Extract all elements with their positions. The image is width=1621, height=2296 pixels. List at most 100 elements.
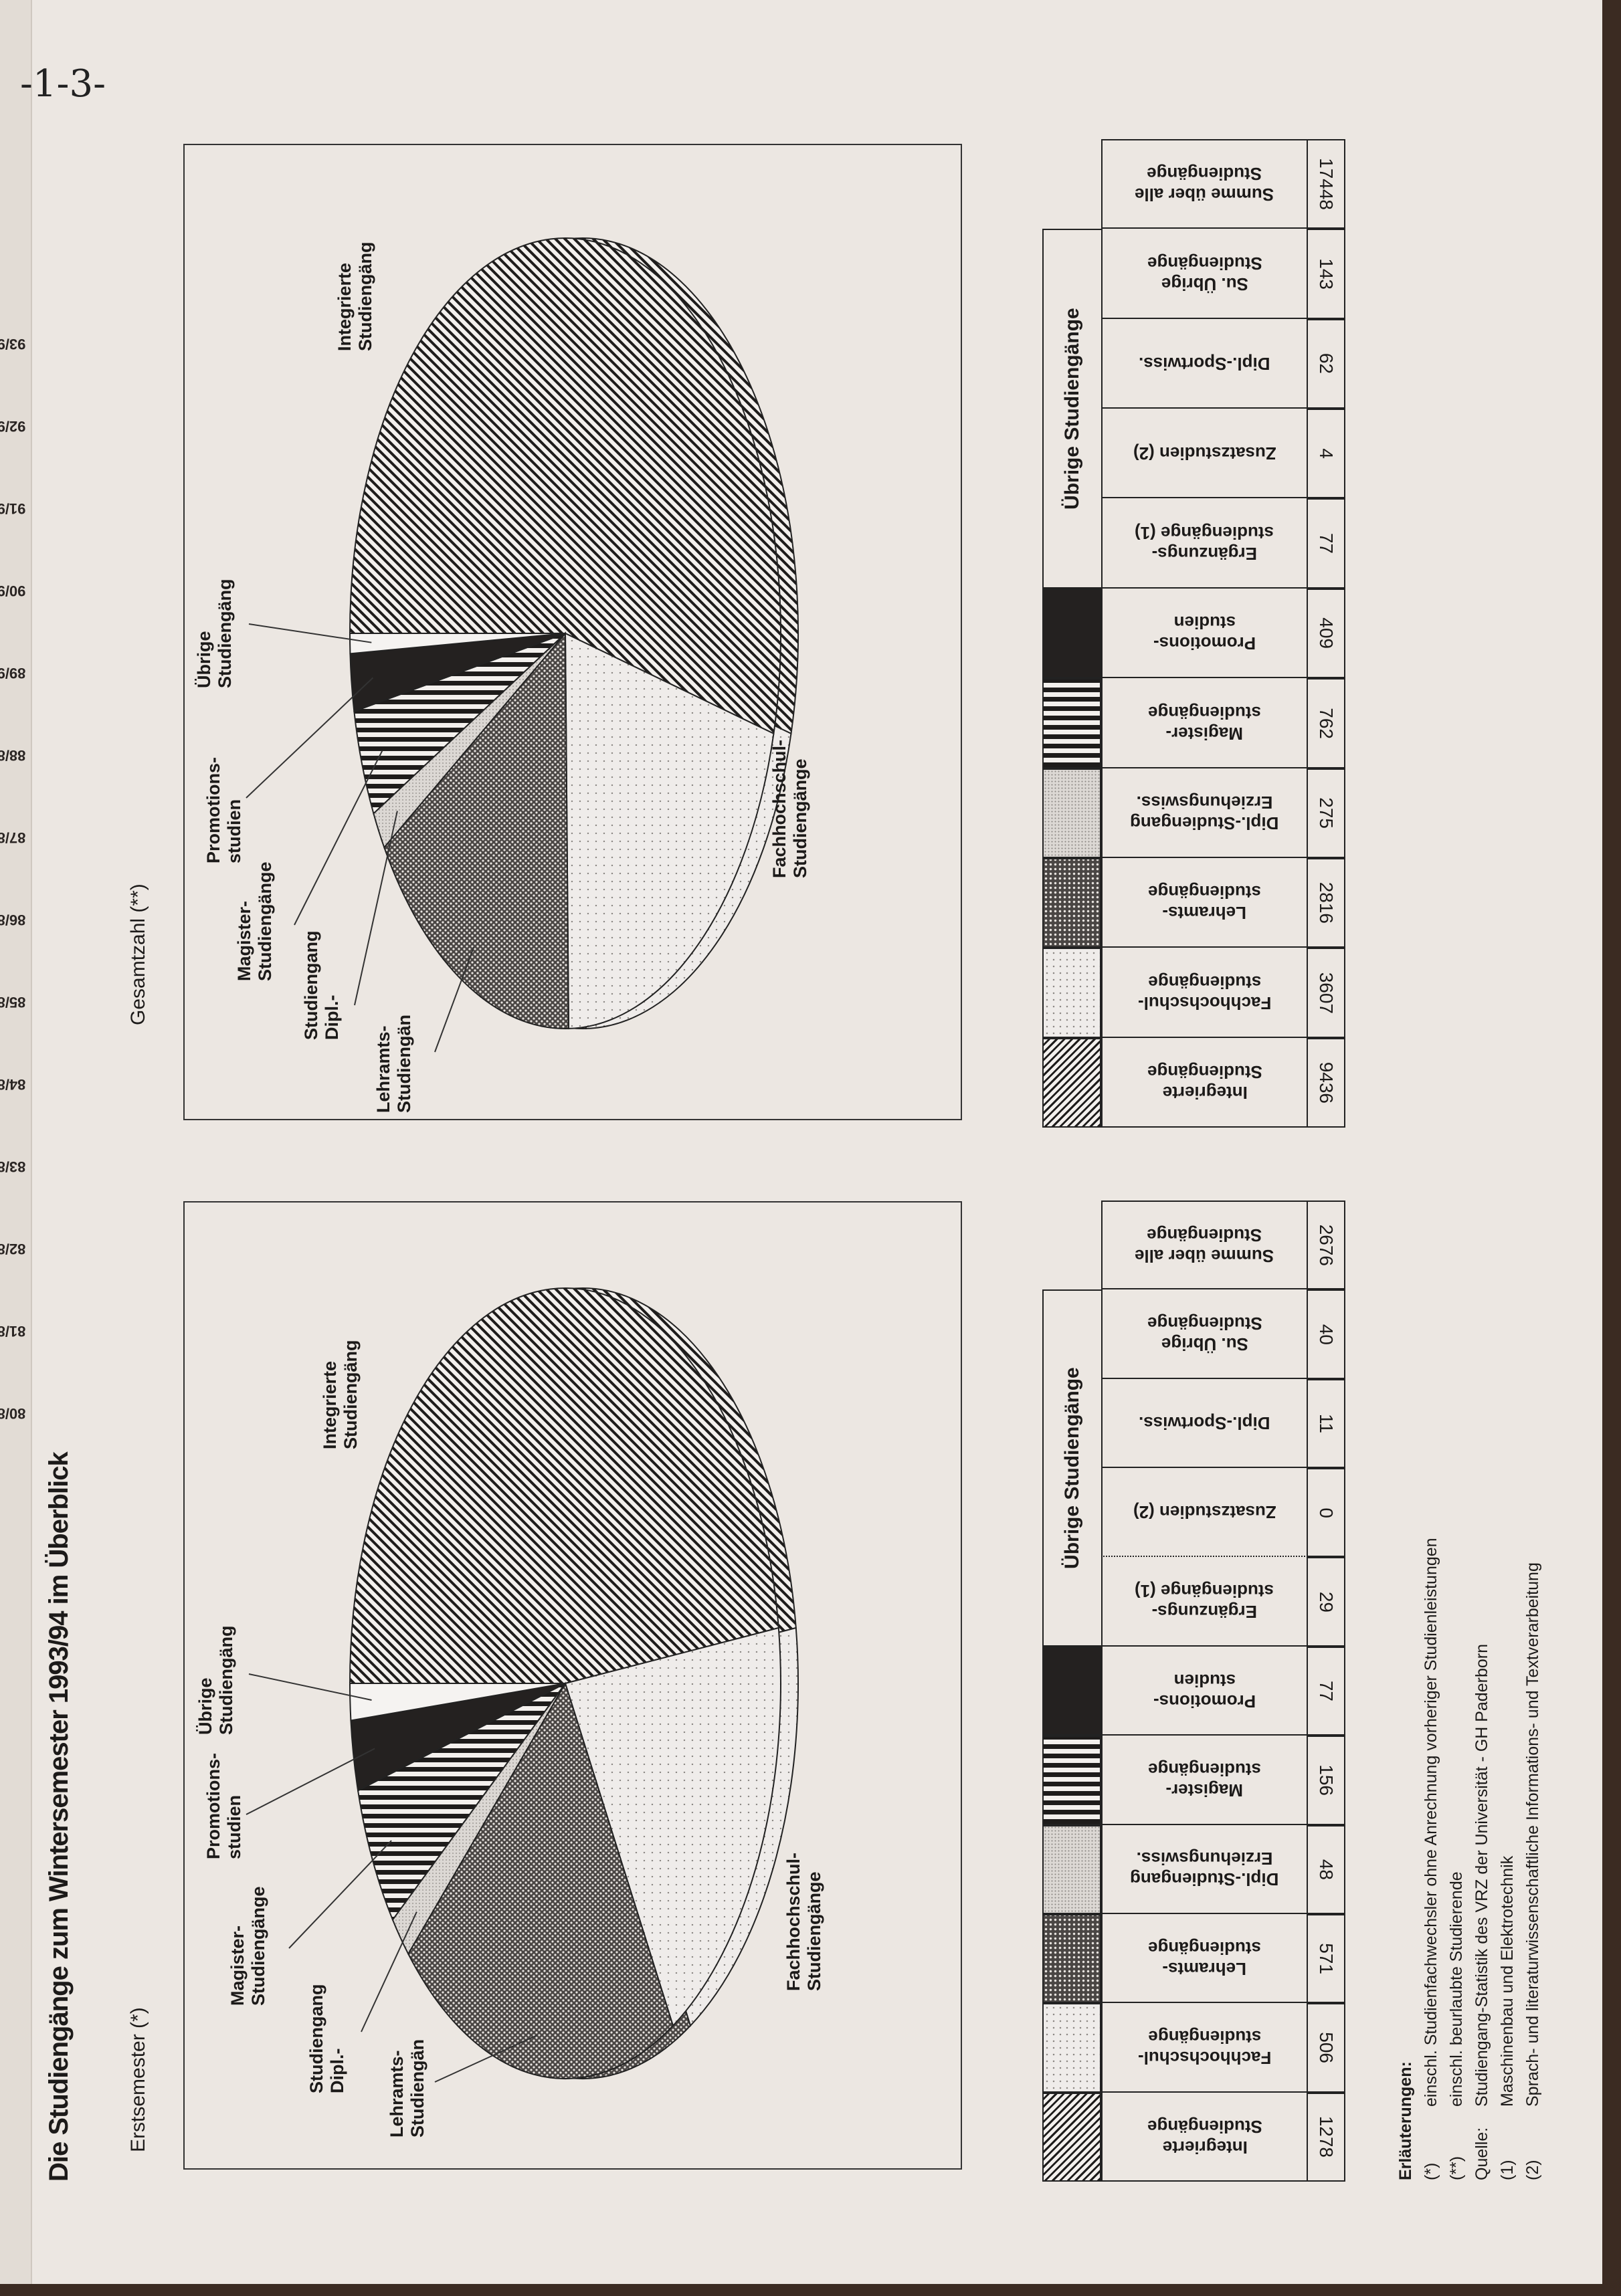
pie-label-promo: Promotions- studien [203,1753,245,1859]
column-label: Summe über alle Studiengänge [1135,1225,1274,1266]
column-header: Lehramts- studiengänge [1101,1913,1308,2004]
value-text: 4 [1316,448,1337,459]
value-text: 409 [1316,617,1337,649]
column-header: Lehramts- studiengänge [1101,857,1308,948]
table-cell-value: 4 [1308,409,1345,499]
column-label: Magister- studiengänge [1147,1759,1261,1801]
table-cell-value: 17448 [1308,139,1345,229]
column-label: Zusatzstudien (2) [1133,443,1276,463]
column-header: Integrierte Studiengänge [1101,2092,1308,2182]
pie-slice-integrierte [349,237,781,735]
footnotes: Erläuterungen: (*) einschl. Studienfachwe… [1393,1538,1545,2180]
pie-slice-magister [353,633,566,815]
leader-line-uebrige [248,1673,372,1701]
footnote-key: Quelle: [1472,2127,1491,2180]
leader-line-magister [294,750,383,926]
footnote-text: einschl. Studienfachwechsler ohne Anrech… [1422,1538,1440,2107]
column-label: Zusatzstudien (2) [1133,1502,1276,1523]
leader-line-lehramt [434,946,475,1053]
column-label: Summe über alle Studiengänge [1135,164,1274,205]
column-label: Su. Übrige Studiengänge [1147,253,1262,294]
column-header: Su. Übrige Studiengänge [1101,229,1308,319]
column-header: Zusatzstudien (2) [1101,409,1308,499]
legend-swatch-integrierte [1042,1037,1101,1128]
column-header: Ergänzungs- studiengänge (1) [1101,1557,1308,1647]
leader-line-uebrige [248,623,372,643]
value-text: 9436 [1316,1061,1337,1104]
pie-slice-uebrige [349,1683,566,1721]
table-cell-value: 9436 [1308,1037,1345,1128]
column-label: Dipl.-Studiengang Erziehungswiss. [1130,1849,1279,1890]
pie-label-promo: Promotions- studien [203,757,245,863]
column-label: Fachhochschul- studiengänge [1137,2026,1272,2069]
table-cell-value: 1278 [1308,2092,1345,2182]
column-header: Fachhochschul- studiengänge [1101,2003,1308,2093]
footnote-row: Quelle: Studiengang-Statistik des VRZ der… [1469,1538,1495,2180]
value-text: 143 [1316,258,1337,290]
footnote-key: (**) [1447,2156,1466,2180]
pie-label-uebrige: Übrige Studiengäng [194,579,235,689]
column-label: Promotions- studien [1153,613,1256,654]
footnote-text: Maschinenbau und Elektrotechnik [1498,1855,1517,2107]
table-cell-value: 143 [1308,229,1345,319]
column-header: Dipl.-Sportwiss. [1101,1378,1308,1469]
legend-swatch-promotion [1042,588,1101,679]
column-header: Promotions- studien [1101,588,1308,679]
table-cell-value: 29 [1308,1557,1345,1647]
pie-label-dipl: Studiengang Dipl.- [301,930,343,1041]
column-header: Promotions- studien [1101,1646,1308,1736]
column-label: Su. Übrige Studiengänge [1147,1314,1262,1355]
column-header: Ergänzungs- studiengänge (1) [1101,498,1308,589]
legend-swatch-integrierte [1042,2092,1101,2182]
table-cell-value: 571 [1308,1913,1345,2004]
table-cell-value: 2676 [1308,1201,1345,1290]
legend-swatch-promotion [1042,1646,1101,1736]
table-cell-value: 11 [1308,1378,1345,1469]
column-label: Lehramts- studiengänge [1147,882,1261,924]
leader-line-promo [246,677,374,799]
column-label: Lehramts- studiengänge [1147,1938,1261,1979]
footnote-text: einschl. beurlaubte Studierende [1447,1871,1466,2107]
column-label: Fachhochschul- studiengänge [1137,972,1272,1013]
column-header: Su. Übrige Studiengänge [1101,1289,1308,1379]
legend-swatch-dipl-erziehungswiss [1042,1824,1101,1914]
column-header: Summe über alle Studiengänge [1101,139,1308,229]
column-header: Integrierte Studiengänge [1101,1037,1308,1128]
column-label: Integrierte Studiengänge [1147,1061,1262,1104]
footnote-key: (2) [1523,2160,1542,2180]
value-text: 11 [1316,1413,1337,1433]
footnote-text: Studiengang-Statistik des VRZ der Univer… [1472,1644,1491,2107]
value-text: 275 [1316,797,1337,829]
value-text: 48 [1316,1859,1337,1880]
legend-swatch-fachhochschul [1042,2003,1101,2093]
value-text: 2816 [1316,881,1337,924]
leader-line-dipl [354,811,398,1006]
column-header: Zusatzstudien (2) [1101,1468,1308,1558]
pie-label-fh: Fachhochschul- Studiengänge [769,739,811,878]
pie-label-fh: Fachhochschul- Studiengänge [783,1852,825,1991]
legend-swatch-dipl-erziehungswiss [1042,768,1101,858]
value-text: 40 [1316,1324,1337,1345]
value-text: 62 [1316,353,1337,375]
pie-label-dipl: Studiengang Dipl.- [306,1984,348,2094]
table-cell-value: 48 [1308,1824,1345,1914]
pie-slice-lehramt [407,1681,674,2079]
pie-label-magister: Magister- Studiengänge [227,1886,269,2006]
leader-line-promo [246,1748,375,1815]
table-cell-value: 62 [1308,318,1345,409]
table-cell-value: 762 [1308,678,1345,768]
pie-slice-magister [357,1683,566,1921]
group-header-uebrige-studiengaenge: Übrige Studiengänge [1042,1289,1101,1647]
value-text: 29 [1316,1591,1337,1612]
legend-swatch-lehramt [1042,857,1101,948]
table-cell-value: 2816 [1308,857,1345,948]
column-header: Dipl.-Studiengang Erziehungswiss. [1101,768,1308,858]
pie-slice-fachhochschul [564,1627,781,2027]
value-text: 762 [1316,708,1337,739]
table-cell-value: 40 [1308,1289,1345,1379]
legend-swatch-fachhochschul [1042,948,1101,1038]
pie-label-lehramt: Lehramts- Studiengän [373,1015,415,1113]
legend-swatch-magister [1042,678,1101,768]
